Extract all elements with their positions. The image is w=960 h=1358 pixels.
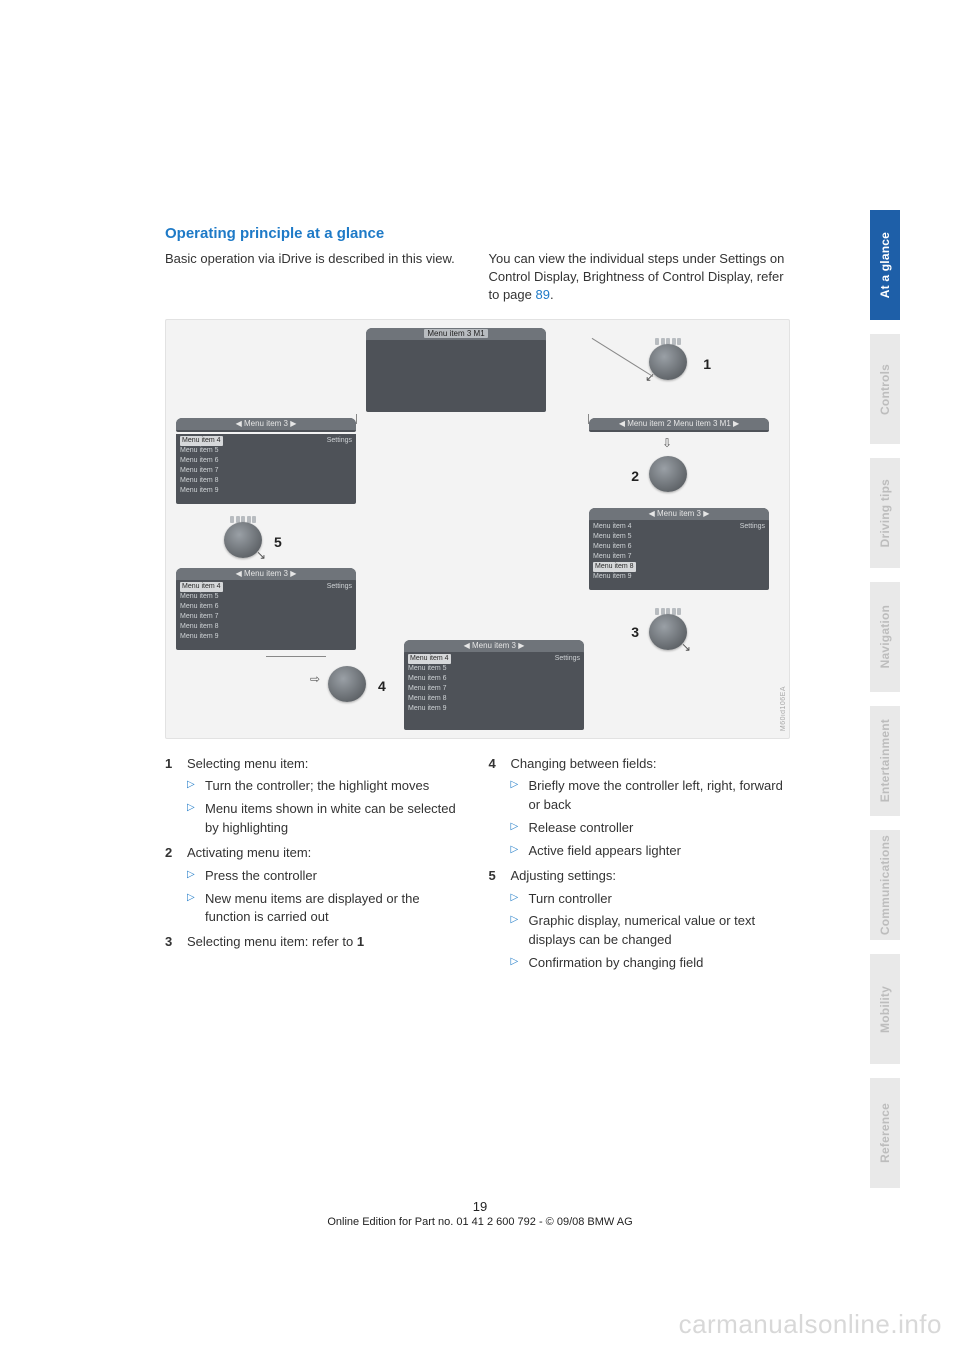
list-right-column: 4 Changing between fields: ▷Briefly move… [489, 755, 791, 979]
bullet-icon: ▷ [511, 842, 529, 861]
sub-text: Active field appears lighter [529, 842, 791, 861]
diagram-label-3: 3 [631, 624, 639, 640]
sub-text: Press the controller [205, 867, 467, 886]
controller-knob-3: ↘ [647, 608, 689, 650]
list-item-4: 4 Changing between fields: ▷Briefly move… [489, 755, 791, 861]
page-reference[interactable]: 89 [536, 287, 550, 302]
sub-text: Confirmation by changing field [529, 954, 791, 973]
tab-label: Reference [878, 1103, 892, 1163]
bullet-icon: ▷ [511, 890, 529, 909]
screen-titlebar: ◀ Menu item 3 ▶ [404, 640, 584, 652]
intro-right: You can view the individual steps under … [489, 250, 791, 305]
intro-right-text-a: You can view the individual steps under … [489, 251, 785, 302]
sub-text: Briefly move the controller left, right,… [529, 777, 791, 815]
tab-label: Navigation [878, 605, 892, 668]
sub-text: New menu items are displayed or the func… [205, 890, 467, 928]
tab-mobility[interactable]: Mobility [870, 954, 900, 1064]
controller-knob-4: ⇨ [326, 660, 368, 702]
operating-principle-diagram: M60id106EA Menu item 3 M1 ↙ 1 ◀ Menu ite… [165, 319, 790, 739]
tab-label: At a glance [878, 232, 892, 298]
screen-5-top: ◀ Menu item 3 ▶ [176, 418, 356, 432]
tab-navigation[interactable]: Navigation [870, 582, 900, 692]
sub-text: Menu items shown in white can be selecte… [205, 800, 467, 838]
section-title: Operating principle at a glance [165, 225, 790, 242]
screen-titlebar: ◀ Menu item 3 ▶ [176, 418, 356, 430]
sub-text: Release controller [529, 819, 791, 838]
item-title: Activating menu item: [187, 844, 467, 863]
item-number: 1 [165, 755, 187, 838]
screen-3: ◀ Menu item 3 ▶ Menu item 4Settings Menu… [589, 508, 769, 590]
diagram-label-1: 1 [703, 356, 711, 372]
item-title: Adjusting settings: [511, 867, 791, 886]
tab-label: Entertainment [878, 719, 892, 802]
bullet-icon: ▷ [511, 912, 529, 950]
tab-label: Communications [878, 835, 892, 935]
item-number: 4 [489, 755, 511, 861]
watermark: carmanualsonline.info [679, 1309, 942, 1340]
item-title: Changing between fields: [511, 755, 791, 774]
item-number: 3 [165, 933, 187, 952]
bullet-icon: ▷ [187, 800, 205, 838]
tab-controls[interactable]: Controls [870, 334, 900, 444]
tab-communications[interactable]: Communications [870, 830, 900, 940]
bullet-icon: ▷ [187, 777, 205, 796]
list-item-2: 2 Activating menu item: ▷Press the contr… [165, 844, 467, 927]
diagram-label-2: 2 [631, 468, 639, 484]
list-item-5: 5 Adjusting settings: ▷Turn controller ▷… [489, 867, 791, 973]
screen-5b: ◀ Menu item 3 ▶ Menu item 4Settings Menu… [176, 568, 356, 650]
item-title-ref: 1 [357, 934, 364, 949]
thumb-index-tabs: At a glance Controls Driving tips Naviga… [870, 210, 900, 1188]
item-number: 2 [165, 844, 187, 927]
screen-titlebar: Menu item 3 M1 [366, 328, 546, 340]
bullet-icon: ▷ [511, 819, 529, 838]
bullet-icon: ▷ [187, 867, 205, 886]
page: At a glance Controls Driving tips Naviga… [0, 0, 960, 1358]
intro-right-text-b: . [550, 287, 554, 302]
list-item-3: 3 Selecting menu item: refer to 1 [165, 933, 467, 952]
controller-knob-5: ↘ [222, 516, 264, 558]
diagram-code: M60id106EA [780, 686, 787, 731]
tab-label: Controls [878, 364, 892, 415]
page-footer: 19 Online Edition for Part no. 01 41 2 6… [0, 1199, 960, 1228]
intro-left: Basic operation via iDrive is described … [165, 250, 467, 305]
bullet-icon: ▷ [511, 954, 529, 973]
sub-text: Turn controller [529, 890, 791, 909]
tab-label: Mobility [878, 986, 892, 1033]
tab-driving-tips[interactable]: Driving tips [870, 458, 900, 568]
item-title-pre: Selecting menu item: refer to [187, 934, 357, 949]
tab-at-a-glance[interactable]: At a glance [870, 210, 900, 320]
screen-5: Menu item 4Settings Menu item 5 Menu ite… [176, 434, 356, 504]
list-left-column: 1 Selecting menu item: ▷Turn the control… [165, 755, 467, 979]
intro-row: Basic operation via iDrive is described … [165, 250, 790, 305]
tab-reference[interactable]: Reference [870, 1078, 900, 1188]
bullet-icon: ▷ [511, 777, 529, 815]
content-column: Operating principle at a glance Basic op… [165, 225, 790, 979]
item-title: Selecting menu item: [187, 755, 467, 774]
sub-text: Graphic display, numerical value or text… [529, 912, 791, 950]
tab-label: Driving tips [878, 479, 892, 547]
item-number: 5 [489, 867, 511, 973]
screen-1: ◀ Menu item 2 Menu item 3 M1 ▶ [589, 418, 769, 432]
screen-titlebar: ◀ Menu item 3 ▶ [176, 568, 356, 580]
numbered-lists: 1 Selecting menu item: ▷Turn the control… [165, 755, 790, 979]
diagram-label-5: 5 [274, 534, 282, 550]
screen-4: ◀ Menu item 3 ▶ Menu item 4Settings Menu… [404, 640, 584, 730]
screen-top: Menu item 3 M1 [366, 328, 546, 412]
bullet-icon: ▷ [187, 890, 205, 928]
screen-titlebar: ◀ Menu item 3 ▶ [589, 508, 769, 520]
controller-knob-1: ↙ [647, 338, 689, 380]
tab-entertainment[interactable]: Entertainment [870, 706, 900, 816]
diagram-label-4: 4 [378, 678, 386, 694]
footer-line: Online Edition for Part no. 01 41 2 600 … [0, 1216, 960, 1228]
controller-knob-2: ⇩ [647, 450, 689, 492]
sub-text: Turn the controller; the highlight moves [205, 777, 467, 796]
screen-titlebar: ◀ Menu item 2 Menu item 3 M1 ▶ [589, 418, 769, 430]
page-number: 19 [0, 1199, 960, 1214]
list-item-1: 1 Selecting menu item: ▷Turn the control… [165, 755, 467, 838]
